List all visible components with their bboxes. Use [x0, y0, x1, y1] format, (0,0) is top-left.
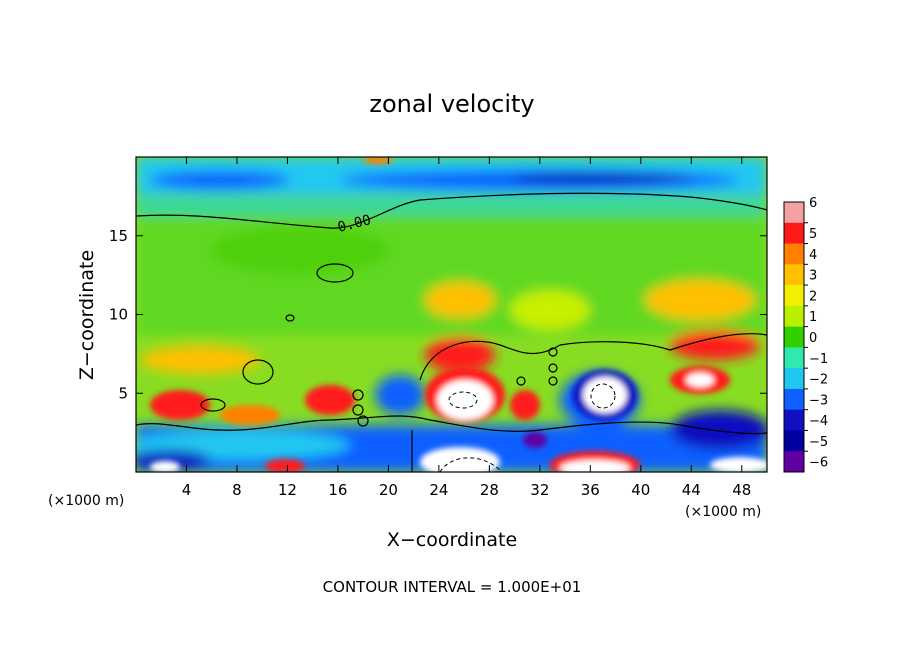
- x-tick-label: 48: [732, 481, 751, 499]
- contour-loop: [200, 398, 226, 412]
- colorbar-swatch: [784, 305, 804, 328]
- colorbar-label: 1: [809, 310, 817, 325]
- x-axis: 4 8 12 16 20 24 28 32 36 40 44 48: [182, 157, 751, 499]
- zero-contour-line: [136, 192, 767, 229]
- colorbar-swatch: [784, 388, 804, 411]
- colorbar-label: −2: [809, 373, 828, 388]
- contour-loop-dashed: [590, 383, 616, 409]
- colorbar-swatch: [784, 430, 804, 452]
- y-tick-label: 10: [109, 306, 128, 324]
- contour-label: 0.00: [336, 212, 373, 236]
- colorbar-swatch: [784, 347, 804, 369]
- x-tick-label: 44: [682, 481, 701, 499]
- x-tick-label: 32: [530, 481, 549, 499]
- x-tick-label: 8: [232, 481, 242, 499]
- colorbar-label: 6: [809, 196, 817, 211]
- y-axis: 5 10 15: [109, 227, 767, 402]
- x-unit-right: (×1000 m): [685, 504, 761, 520]
- contour-loop: [516, 376, 526, 386]
- contour-loop: [316, 263, 354, 283]
- x-tick-label: 28: [480, 481, 499, 499]
- contour-loop: [352, 404, 364, 416]
- colorbar-label: −6: [809, 456, 828, 471]
- colorbar-swatch: [784, 451, 804, 473]
- y-axis-label: Z−coordinate: [76, 250, 98, 380]
- x-tick-label: 24: [429, 481, 448, 499]
- colorbar-swatch: [784, 264, 804, 286]
- colorbar-label: −4: [809, 414, 828, 429]
- colorbar-label: 0: [809, 331, 817, 346]
- colorbar-label: 2: [809, 289, 817, 304]
- colorbar-label: −3: [809, 393, 828, 408]
- colorbar-swatch: [784, 326, 804, 348]
- y-tick-label: 15: [109, 227, 128, 245]
- colorbar-swatch: [784, 285, 804, 307]
- colorbar-label: 4: [809, 248, 817, 263]
- colorbar-swatch: [784, 243, 804, 265]
- y-tick-label: 5: [118, 384, 128, 402]
- x-tick-label: 12: [278, 481, 297, 499]
- contour-loop: [285, 314, 295, 322]
- colorbar-swatch: [784, 409, 804, 431]
- contour-loop: [352, 389, 364, 401]
- contour-line-dashed: [439, 457, 501, 472]
- x-tick-label: 40: [631, 481, 650, 499]
- colorbar-swatch: [784, 202, 804, 224]
- contour-loop: [548, 376, 558, 386]
- x-axis-label: X−coordinate: [387, 529, 517, 551]
- colorbar-frame: [783, 201, 805, 473]
- contour-line: [419, 333, 767, 381]
- contour-loop: [242, 359, 274, 385]
- x-tick-label: 36: [581, 481, 600, 499]
- x-tick-label: 16: [328, 481, 347, 499]
- contour-loop: [548, 347, 558, 357]
- colorbar-swatch: [784, 222, 804, 245]
- contour-loop: [357, 415, 369, 427]
- colorbar-label: 3: [809, 269, 817, 284]
- contour-line: [136, 415, 767, 435]
- contour-loop: [548, 363, 558, 373]
- heatmap-field: [136, 157, 767, 472]
- colorbar-label: −1: [809, 352, 828, 367]
- colorbar: 6 5 4 3 2 1 0 −1 −2 −3 −4 −5 −6: [783, 196, 828, 473]
- contour-loop-dashed: [448, 391, 478, 409]
- x-unit-left: (×1000 m): [48, 493, 124, 509]
- colorbar-label: 5: [809, 227, 817, 242]
- chart-title: zonal velocity: [369, 90, 534, 118]
- colorbar-swatch: [784, 368, 804, 390]
- x-tick-label: 4: [182, 481, 192, 499]
- contour-interval-text: CONTOUR INTERVAL = 1.000E+01: [323, 578, 582, 596]
- colorbar-label: −5: [809, 435, 828, 450]
- x-tick-label: 20: [379, 481, 398, 499]
